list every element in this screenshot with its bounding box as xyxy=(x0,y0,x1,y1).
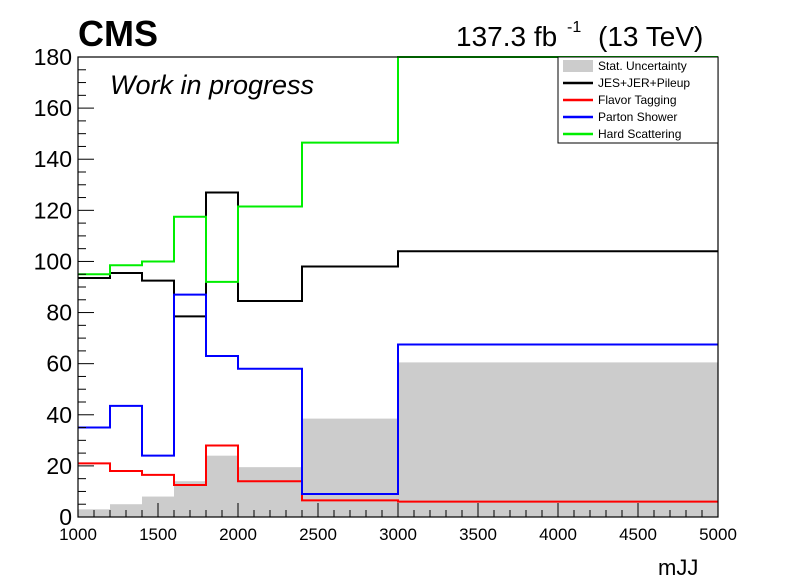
y-tick-label: 20 xyxy=(46,453,72,479)
status-label: Work in progress xyxy=(110,70,314,100)
x-axis: 1000 1500 2000 2500 3000 3500 4000 4500 5000 xyxy=(59,503,737,544)
series-line-1 xyxy=(78,444,718,503)
y-tick-label: 80 xyxy=(46,300,72,326)
series-line-2 xyxy=(78,293,718,495)
legend-entry-label: Parton Shower xyxy=(598,110,677,124)
y-tick-label: 0 xyxy=(59,504,72,530)
legend-entry-label: Flavor Tagging xyxy=(598,93,677,107)
y-tick-label: 120 xyxy=(34,197,72,223)
x-tick-label: 2000 xyxy=(219,525,257,544)
experiment-label: CMS xyxy=(78,13,158,54)
y-tick-label: 100 xyxy=(34,248,72,274)
x-tick-label: 4500 xyxy=(619,525,657,544)
stat-uncertainty-bar xyxy=(398,362,718,517)
legend-entry-label: Stat. Uncertainty xyxy=(598,59,687,73)
y-tick-label: 60 xyxy=(46,351,72,377)
lumi-label: 137.3 fb -1 (13 TeV) xyxy=(456,19,703,52)
stat-uncertainty-bar xyxy=(302,418,398,517)
legend-entry-label: Hard Scattering xyxy=(598,127,681,141)
legend-swatch-box xyxy=(563,60,593,72)
stat-uncertainty-bar xyxy=(238,467,302,517)
lumi-value: 137.3 fb xyxy=(456,21,557,52)
y-tick-label: 40 xyxy=(46,402,72,428)
x-tick-label: 4000 xyxy=(539,525,577,544)
energy-label: (13 TeV) xyxy=(598,21,703,52)
y-tick-label: 140 xyxy=(34,146,72,172)
x-tick-label: 2500 xyxy=(299,525,337,544)
legend-entry-label: JES+JER+Pileup xyxy=(598,76,690,90)
x-axis-title: mJJ xyxy=(658,555,698,575)
x-tick-label: 3000 xyxy=(379,525,417,544)
x-tick-label: 1500 xyxy=(139,525,177,544)
x-tick-label: 1000 xyxy=(59,525,97,544)
y-tick-label: 160 xyxy=(34,95,72,121)
lumi-exponent: -1 xyxy=(567,19,581,36)
series-lines xyxy=(78,56,718,503)
x-tick-label: 3500 xyxy=(459,525,497,544)
y-axis: 0 20 40 60 80 100 120 140 160 180 xyxy=(34,44,94,530)
y-tick-label: 180 xyxy=(34,44,72,70)
series-line-3 xyxy=(78,56,718,283)
legend: Stat. Uncertainty JES+JER+Pileup Flavor Ta… xyxy=(557,56,719,144)
stat-uncertainty-bar xyxy=(206,455,238,517)
x-tick-label: 5000 xyxy=(699,525,737,544)
